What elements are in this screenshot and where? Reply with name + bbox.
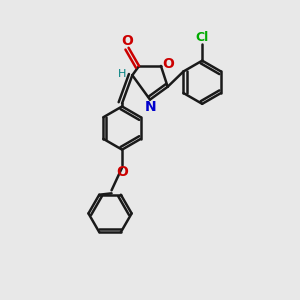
Text: O: O xyxy=(116,165,128,179)
Text: Cl: Cl xyxy=(196,31,209,44)
Text: O: O xyxy=(163,57,174,70)
Text: N: N xyxy=(145,100,157,114)
Text: O: O xyxy=(121,34,133,48)
Text: H: H xyxy=(118,69,126,79)
